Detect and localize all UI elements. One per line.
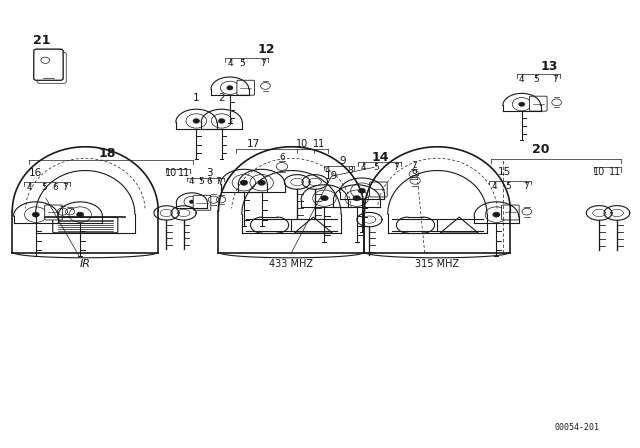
Text: IR: IR (80, 258, 91, 268)
FancyBboxPatch shape (369, 182, 387, 197)
Text: 14: 14 (372, 151, 389, 164)
FancyBboxPatch shape (37, 52, 66, 83)
Text: 18: 18 (99, 146, 116, 159)
Text: 6: 6 (279, 153, 285, 162)
Text: 20: 20 (532, 143, 550, 156)
Circle shape (518, 102, 525, 106)
Text: 5: 5 (505, 182, 511, 191)
Circle shape (218, 119, 225, 123)
Text: 21: 21 (33, 34, 51, 47)
Circle shape (227, 86, 233, 90)
Text: 4: 4 (189, 177, 195, 186)
Text: 4: 4 (227, 59, 233, 69)
Text: 4: 4 (360, 163, 366, 172)
Text: 9: 9 (339, 156, 346, 166)
Text: 6: 6 (207, 177, 212, 186)
FancyBboxPatch shape (34, 49, 63, 80)
Circle shape (321, 195, 328, 201)
Text: 7: 7 (393, 163, 399, 172)
Circle shape (32, 212, 40, 217)
Circle shape (189, 200, 195, 203)
Circle shape (77, 212, 84, 217)
Text: 7: 7 (411, 161, 417, 170)
Text: 4: 4 (325, 166, 330, 176)
Text: 10: 10 (593, 167, 605, 177)
Text: 11: 11 (177, 168, 189, 178)
Text: 4: 4 (27, 183, 32, 192)
Circle shape (240, 180, 248, 185)
Text: 5: 5 (240, 59, 246, 69)
Text: 10: 10 (296, 139, 308, 149)
Circle shape (358, 188, 365, 193)
Text: 19: 19 (324, 171, 338, 181)
Text: 13: 13 (541, 60, 558, 73)
Circle shape (193, 119, 200, 123)
Text: 5: 5 (41, 183, 47, 192)
Text: 10: 10 (164, 168, 177, 178)
Text: 5: 5 (373, 163, 379, 172)
FancyBboxPatch shape (502, 205, 519, 220)
FancyBboxPatch shape (52, 217, 118, 233)
Text: 00054-201: 00054-201 (554, 423, 600, 432)
Text: 2: 2 (218, 93, 225, 103)
Text: 4: 4 (519, 75, 525, 84)
FancyBboxPatch shape (529, 96, 547, 111)
Text: 5: 5 (198, 177, 204, 186)
Text: 5: 5 (533, 75, 539, 84)
Text: 315 MHZ: 315 MHZ (415, 258, 460, 268)
Text: 1: 1 (193, 93, 200, 103)
Text: 4: 4 (492, 182, 497, 191)
FancyBboxPatch shape (45, 205, 62, 220)
Text: 16: 16 (29, 168, 42, 178)
Text: 7: 7 (260, 59, 266, 69)
Text: 7: 7 (62, 183, 68, 192)
Text: 8: 8 (348, 166, 353, 176)
Text: 433 MHZ: 433 MHZ (269, 258, 314, 268)
Text: 6: 6 (52, 183, 58, 192)
Circle shape (353, 195, 360, 201)
Text: 3: 3 (205, 168, 212, 178)
Text: 7: 7 (552, 75, 557, 84)
Text: 7: 7 (216, 177, 221, 186)
FancyBboxPatch shape (193, 195, 211, 210)
Text: 6: 6 (411, 167, 417, 177)
Circle shape (258, 180, 266, 185)
FancyBboxPatch shape (237, 80, 255, 95)
Circle shape (493, 212, 500, 217)
Text: 17: 17 (247, 139, 260, 149)
Text: 15: 15 (497, 167, 511, 177)
FancyBboxPatch shape (34, 49, 63, 80)
Text: 12: 12 (257, 43, 275, 56)
Text: 11: 11 (609, 167, 621, 177)
Text: 11: 11 (312, 139, 325, 149)
Text: 7: 7 (524, 182, 529, 191)
